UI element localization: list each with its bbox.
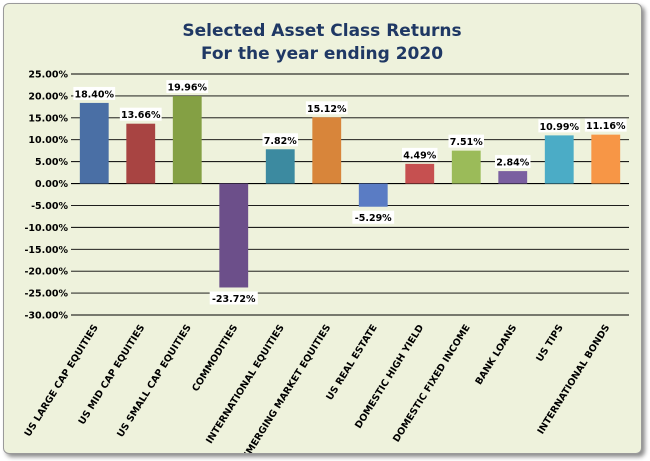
data-label: 15.12%: [305, 101, 348, 115]
data-label: -23.72%: [209, 291, 258, 305]
y-tick-label: -25.00%: [24, 289, 68, 300]
x-tick-label: US TIPS: [534, 323, 566, 364]
bar: [219, 183, 249, 288]
data-label: -5.29%: [352, 210, 395, 224]
data-label-bg: [305, 101, 348, 115]
data-label-bg: [262, 133, 298, 147]
data-label-bg: [352, 210, 395, 224]
gridlines: [71, 73, 629, 316]
y-tick-label: -20.00%: [24, 267, 68, 278]
chart-frame: Selected Asset Class Returns For the yea…: [3, 3, 642, 454]
x-tick-label: US REAL ESTATE: [324, 323, 379, 403]
data-label: 7.51%: [448, 134, 484, 148]
data-label-bg: [119, 107, 162, 121]
data-label: 11.16%: [584, 118, 627, 132]
data-labels: 18.40% 13.66% 19.96% -23.72% 7.82% 15.12% -5.2…: [73, 80, 627, 305]
data-label-bg: [402, 147, 438, 161]
y-tick-label: 10.00%: [28, 135, 68, 146]
y-tick-label: 15.00%: [28, 113, 68, 124]
data-label-text: 7.51%: [450, 137, 483, 148]
bar: [265, 149, 295, 184]
data-label: 10.99%: [538, 119, 581, 133]
data-label: 13.66%: [119, 107, 162, 121]
x-tick-label: COMMODITIES: [190, 323, 240, 394]
data-label-text: 4.49%: [403, 150, 436, 161]
data-label-text: 2.84%: [496, 158, 529, 169]
y-tick-label: -10.00%: [24, 223, 68, 234]
data-label-text: 13.66%: [121, 110, 161, 121]
chart-title: Selected Asset Class Returns: [182, 21, 461, 41]
x-tick-label: EMERGING MARKET EQUITIES: [241, 323, 334, 453]
bars: [79, 96, 621, 288]
chart-subtitle: For the year ending 2020: [201, 44, 443, 64]
y-tick-label: 0.00%: [35, 179, 68, 190]
data-label: 4.49%: [402, 147, 438, 161]
data-label-text: 19.96%: [167, 83, 207, 94]
bar: [591, 134, 621, 184]
data-label-text: -23.72%: [212, 294, 256, 305]
data-label-text: 11.16%: [586, 121, 626, 132]
data-label-bg: [495, 155, 531, 169]
y-tick-label: 20.00%: [28, 91, 68, 102]
y-tick-label: -15.00%: [24, 245, 68, 256]
data-label-text: 7.82%: [264, 136, 297, 147]
data-label-text: 15.12%: [307, 104, 347, 115]
y-tick-label: -5.00%: [31, 201, 68, 212]
y-tick-label: 5.00%: [35, 157, 68, 168]
y-axis-ticks: 25.00% 20.00% 15.00% 10.00% 5.00% 0.00% -5.00%…: [24, 70, 68, 322]
data-label: 18.40%: [73, 86, 116, 100]
y-tick-label: 25.00%: [28, 70, 68, 81]
x-tick-label: DOMESTIC FIXED INCOME: [391, 323, 473, 445]
data-label: 7.82%: [262, 133, 298, 147]
x-tick-label: BANK LOANS: [473, 323, 519, 387]
data-label-bg: [209, 291, 258, 305]
data-label-text: 18.40%: [74, 89, 114, 100]
bar: [405, 163, 435, 184]
data-label-text: -5.29%: [355, 213, 392, 224]
bar: [79, 102, 109, 184]
y-tick-label: -30.00%: [24, 311, 68, 322]
data-label: 19.96%: [166, 80, 209, 94]
bar: [126, 123, 156, 184]
bar-chart: Selected Asset Class Returns For the yea…: [23, 21, 629, 453]
data-label-bg: [448, 134, 484, 148]
bar: [498, 171, 528, 184]
data-label-bg: [166, 80, 209, 94]
bar: [544, 135, 574, 184]
bar: [172, 96, 202, 184]
x-tick-label: INTERNATIONAL EQUITIES: [204, 323, 287, 446]
data-label: 2.84%: [495, 155, 531, 169]
data-label-bg: [73, 86, 116, 100]
data-label-bg: [538, 119, 581, 133]
data-label-bg: [584, 118, 627, 132]
bar: [451, 150, 481, 184]
bar: [358, 183, 388, 207]
bar: [312, 117, 342, 184]
data-label-text: 10.99%: [539, 122, 579, 133]
